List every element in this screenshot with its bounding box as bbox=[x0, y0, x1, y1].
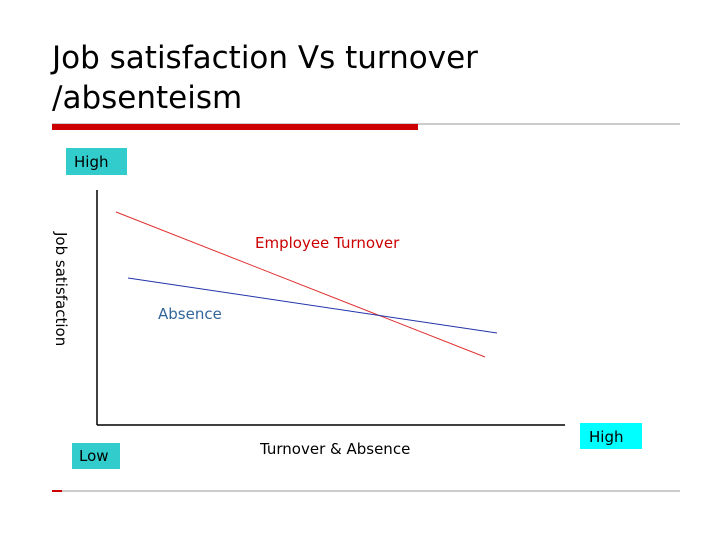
title-line: Job satisfaction Vs turnover bbox=[50, 40, 478, 76]
turnover-line bbox=[115, 211, 486, 358]
absence-label: Absence bbox=[158, 305, 222, 323]
absence-line bbox=[127, 277, 498, 334]
turnover-label: Employee Turnover bbox=[255, 234, 400, 252]
x-low-label: Low bbox=[79, 447, 109, 465]
title-line: /absenteism bbox=[52, 80, 242, 116]
x-high-label: High bbox=[589, 428, 623, 446]
x-axis-label: Turnover & Absence bbox=[259, 440, 410, 458]
y-axis-label: Job satisfaction bbox=[52, 231, 70, 346]
label-box bbox=[72, 443, 120, 469]
label-box bbox=[580, 423, 642, 449]
accent-bar bbox=[52, 124, 418, 130]
label-box bbox=[66, 148, 127, 175]
y-high-label: High bbox=[74, 153, 108, 171]
